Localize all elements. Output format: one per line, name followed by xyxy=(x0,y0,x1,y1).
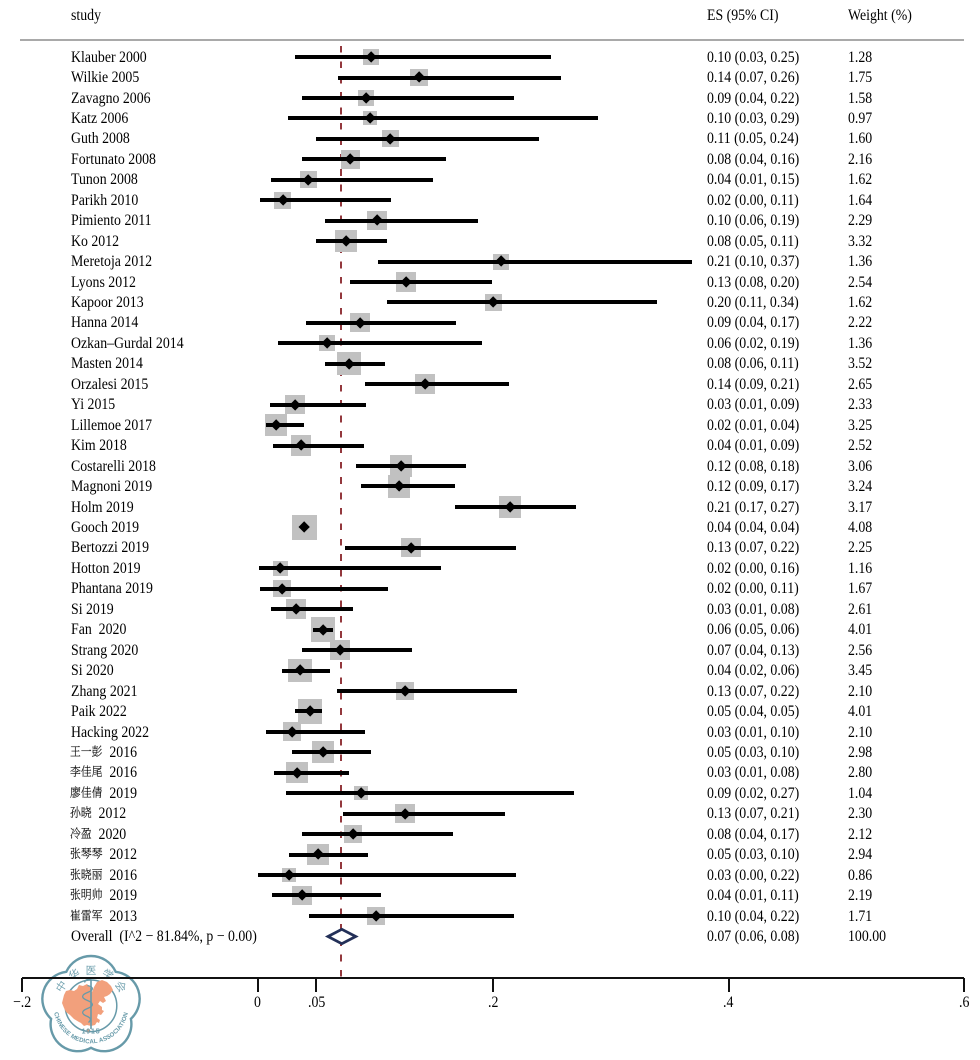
svg-text:1915: 1915 xyxy=(82,1029,101,1036)
